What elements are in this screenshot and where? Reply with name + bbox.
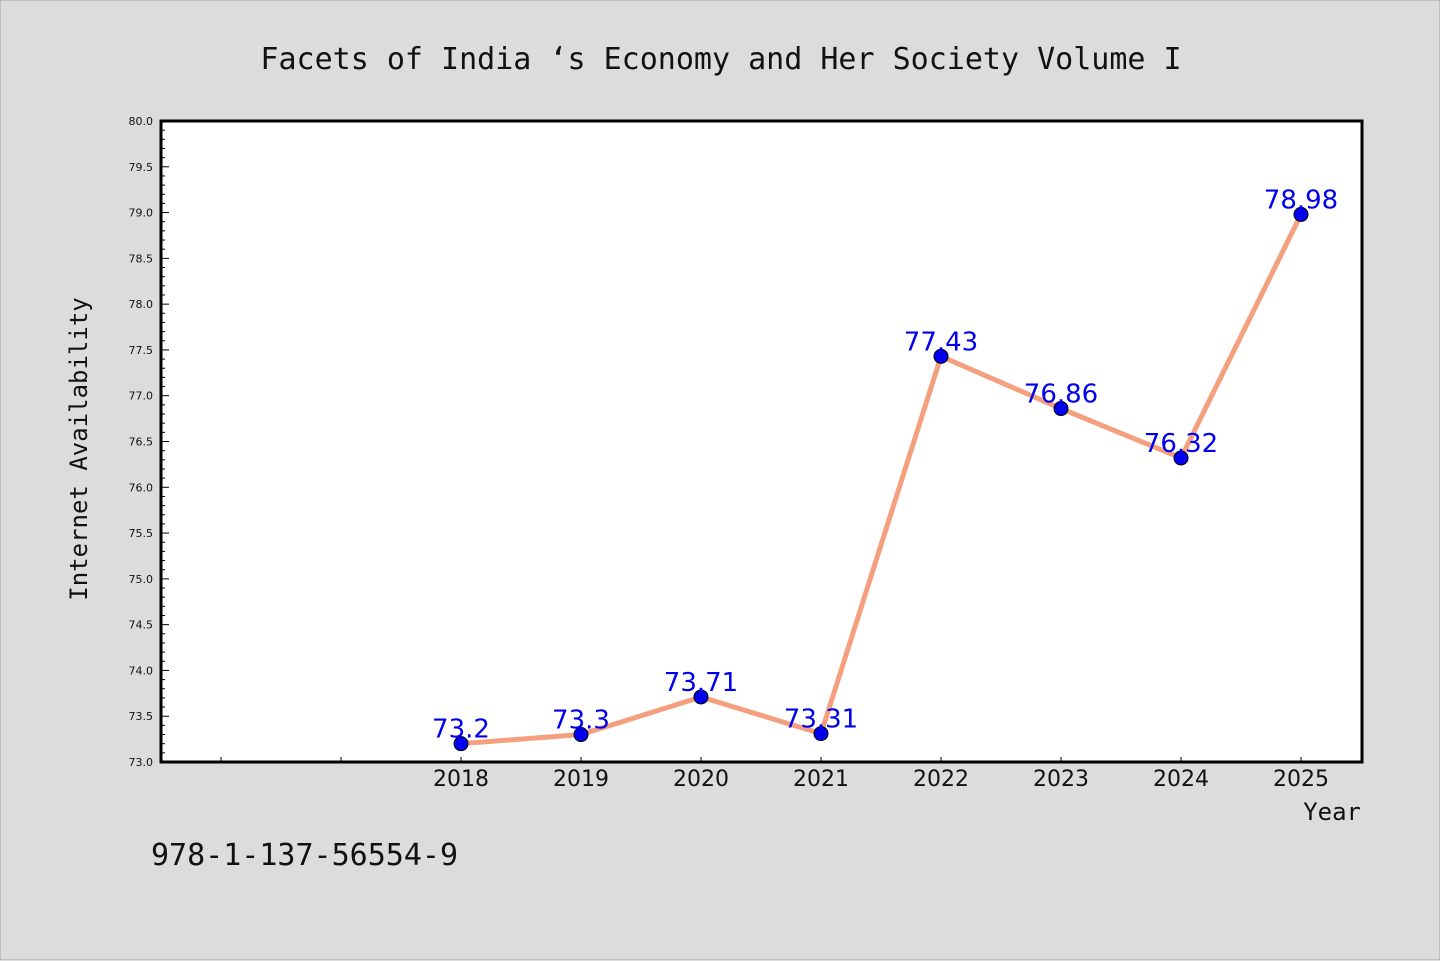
y-tick-label: 73.5 [129, 710, 154, 723]
y-tick-label: 78.5 [129, 252, 154, 265]
data-label: 73.3 [552, 706, 610, 736]
data-label: 73.2 [432, 715, 490, 745]
y-tick-label: 79.5 [129, 161, 154, 174]
y-axis-label: Internet Availability [65, 297, 93, 600]
x-tick-label: 2018 [433, 767, 489, 792]
plot-area [159, 119, 1364, 764]
data-point [1293, 206, 1309, 222]
y-tick-label: 74.0 [129, 664, 154, 677]
x-tick-label: 2025 [1273, 767, 1329, 792]
y-tick-label: 75.5 [129, 527, 154, 540]
data-point [693, 689, 709, 705]
y-tick-label: 78.0 [129, 298, 154, 311]
x-tick-label: 2023 [1033, 767, 1089, 792]
data-label: 78.98 [1264, 185, 1338, 215]
y-tick-label: 75.0 [129, 573, 154, 586]
y-tick-label: 76.5 [129, 436, 154, 449]
x-tick-label: 2019 [553, 767, 609, 792]
y-tick-label: 80.0 [129, 115, 154, 128]
data-label: 77.43 [904, 327, 978, 357]
data-label: 73.31 [784, 705, 858, 735]
marker-layer [453, 206, 1309, 752]
data-label: 73.71 [664, 668, 738, 698]
data-label: 76.32 [1144, 429, 1218, 459]
series-layer [458, 211, 1304, 747]
x-tick-label: 2020 [673, 767, 729, 792]
x-axis-label: Year [1303, 798, 1361, 826]
isbn-footer: 978-1-137-56554-9 [151, 838, 458, 873]
data-point [573, 727, 589, 743]
data-point [813, 726, 829, 742]
x-tick-label: 2024 [1153, 767, 1209, 792]
chart-title: Facets of India ‘s Economy and Her Socie… [260, 42, 1181, 77]
data-label: 76.86 [1024, 380, 1098, 410]
x-tick-label: 2022 [913, 767, 969, 792]
series-line [458, 211, 1304, 747]
data-label-layer: 73.2 73.3 73.71 73.31 77.43 76.86 76.32 78.98 [432, 185, 1338, 744]
y-tick-label: 76.0 [129, 481, 154, 494]
data-point [453, 736, 469, 752]
y-tick-label: 74.5 [129, 619, 154, 632]
y-axis-ticks: 73.0 73.5 74.0 74.5 75.0 75.5 76.0 76.5 77.0 77.5… [129, 115, 169, 769]
y-tick-label: 79.0 [129, 207, 154, 220]
y-tick-label: 73.0 [129, 756, 154, 769]
y-tick-label: 77.5 [129, 344, 154, 357]
y-tick-label: 77.0 [129, 390, 154, 403]
data-point [933, 348, 949, 364]
data-point [1173, 450, 1189, 466]
data-point [1053, 401, 1069, 417]
x-tick-label: 2021 [793, 767, 849, 792]
x-axis-ticks: 2018 2019 2020 2021 2022 2023 2024 2025 [220, 757, 1329, 792]
